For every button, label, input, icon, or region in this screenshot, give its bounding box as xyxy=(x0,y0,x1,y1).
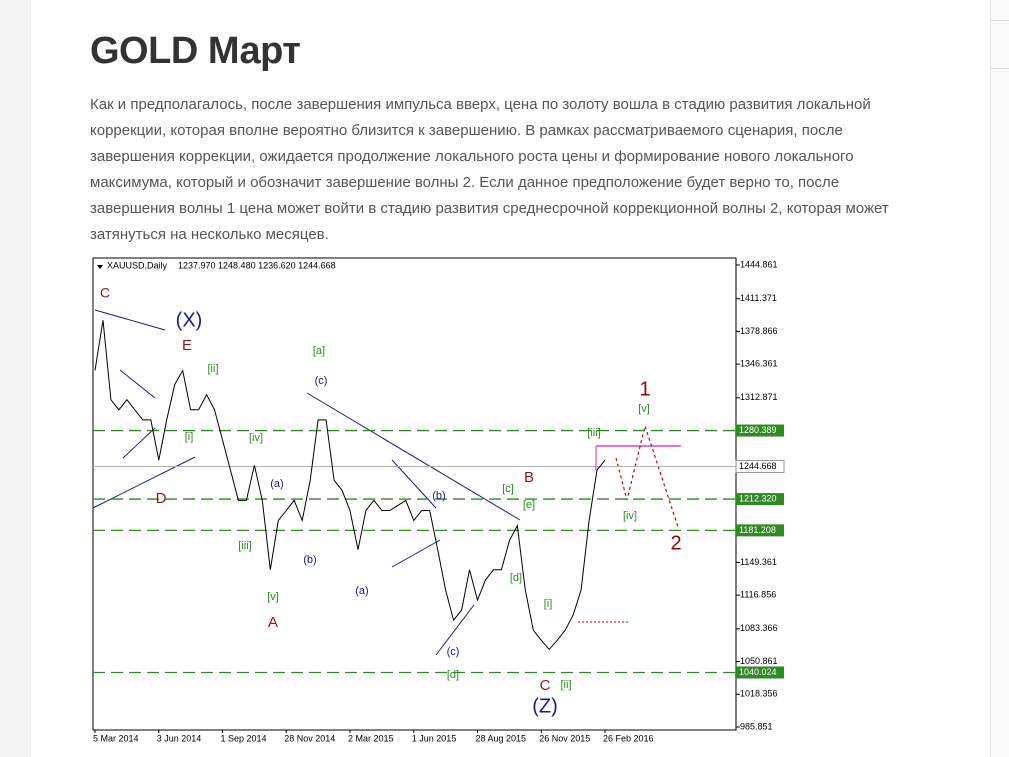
level-label: 1212.320 xyxy=(739,493,777,503)
y-tick-label: 1050.861 xyxy=(740,656,778,666)
wave-label: E xyxy=(182,337,192,354)
level-box xyxy=(736,666,784,679)
wave-label: [c] xyxy=(502,483,514,495)
y-tick-label: 1312.871 xyxy=(740,392,778,402)
level-box xyxy=(735,460,785,474)
level-label: 1244.668 xyxy=(739,461,777,471)
y-tick-label: 1116.856 xyxy=(740,590,776,600)
wave-label: [v] xyxy=(267,591,279,603)
wave-label: B xyxy=(524,469,534,486)
y-tick-label: 985.851 xyxy=(740,721,773,731)
wave-label: C xyxy=(100,285,110,301)
wave-label: (b) xyxy=(303,554,316,566)
x-tick-label: 26 Feb 2016 xyxy=(603,733,654,743)
wave-label: 1 xyxy=(639,378,650,400)
level-label: 1280.389 xyxy=(739,425,777,435)
x-tick-label: 1 Jun 2015 xyxy=(412,733,457,743)
y-tick-label: 1018.356 xyxy=(740,689,778,699)
wave-label: 2 xyxy=(670,532,681,554)
x-tick-label: 5 Mar 2014 xyxy=(93,733,139,743)
text-line: завершения коррекции, ожидается продолже… xyxy=(90,148,854,165)
wave-label: [i] xyxy=(544,598,553,610)
level-label: 1040.024 xyxy=(739,667,777,677)
wave-label: (X) xyxy=(176,309,203,331)
wave-label: [ii] xyxy=(208,363,219,375)
wave-label: (a) xyxy=(270,478,283,490)
level-box xyxy=(736,424,784,437)
article-text: Как и предполагалось, после завершения и… xyxy=(90,92,950,248)
level-label: 1181.208 xyxy=(739,525,776,535)
wave-label: (b) xyxy=(432,490,445,502)
wave-label: [iii] xyxy=(587,427,600,439)
wave-label: (c) xyxy=(447,646,460,658)
x-tick-label: 2 Mar 2015 xyxy=(348,733,394,743)
wave-label: C xyxy=(540,677,551,694)
text-line: максимума, который и обозначит завершени… xyxy=(90,174,840,191)
x-tick-label: 28 Aug 2015 xyxy=(476,733,527,743)
wave-label: [ii] xyxy=(561,679,572,691)
text-line: Как и предполагалось, после завершения и… xyxy=(90,96,871,113)
x-tick-label: 3 Jun 2014 xyxy=(157,733,202,743)
x-tick-label: 1 Sep 2014 xyxy=(221,733,267,743)
menu-arrow xyxy=(97,265,103,269)
wave-label: [v] xyxy=(638,403,650,415)
chart-symbol: XAUUSD,Daily xyxy=(107,260,168,270)
wave-label: [iv] xyxy=(623,510,637,522)
y-tick-label: 1411.371 xyxy=(740,293,777,303)
level-box xyxy=(736,493,784,506)
y-tick-label: 1083.366 xyxy=(740,623,778,633)
wave-label: (a) xyxy=(355,585,368,597)
y-tick-label: 1444.861 xyxy=(740,259,778,269)
wave-label: [i] xyxy=(185,431,194,443)
level-box xyxy=(736,524,784,537)
wave-label: [a] xyxy=(313,345,325,357)
price-line xyxy=(94,320,606,651)
chart-ohlc: 1237.970 1248.480 1236.620 1244.668 xyxy=(178,260,336,270)
left-margin xyxy=(0,0,31,757)
right-sidebar xyxy=(990,0,1009,757)
wave-label: (Z) xyxy=(532,695,558,717)
x-tick-label: 26 Nov 2015 xyxy=(539,733,590,743)
x-tick-label: 28 Nov 2014 xyxy=(284,733,335,743)
chart-frame xyxy=(87,255,792,747)
text-line: завершения волны 1 цена может войти в ст… xyxy=(90,200,889,217)
wave-label: [d] xyxy=(447,669,459,681)
text-line: затянуться на несколько месяцев. xyxy=(90,226,329,243)
wave-label: (c) xyxy=(315,375,328,387)
wave-label: [iv] xyxy=(249,432,263,444)
y-tick-label: 1346.361 xyxy=(740,359,778,369)
wave-label: [iii] xyxy=(238,540,251,552)
y-tick-label: 1149.361 xyxy=(740,557,777,567)
wave-label: [d] xyxy=(510,572,522,584)
text-line: коррекции, которая вполне вероятно близи… xyxy=(90,122,843,139)
trend-lines xyxy=(92,309,521,656)
wave-label: A xyxy=(268,614,278,631)
wave-label: [e] xyxy=(523,499,535,511)
y-tick-label: 1378.866 xyxy=(740,326,778,336)
article-title: GOLD Март xyxy=(90,30,301,72)
wave-label: D xyxy=(156,490,167,507)
